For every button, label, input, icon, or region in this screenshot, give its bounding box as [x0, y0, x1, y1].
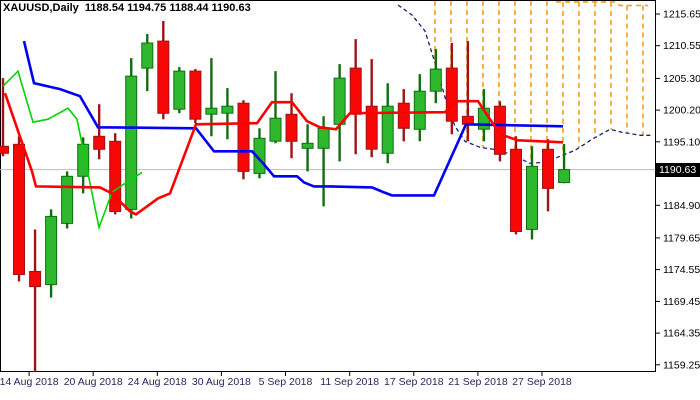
- date-label: 11 Sep 2018: [320, 376, 379, 388]
- senkou-span-b-line: [556, 1, 648, 7]
- candle-body: [558, 169, 571, 184]
- candle-body: [542, 148, 554, 189]
- candle-body: [77, 143, 90, 177]
- candle: [141, 34, 154, 92]
- candle-body: [109, 140, 122, 212]
- candle-body: [93, 135, 106, 150]
- price-label: 1205.30: [663, 73, 700, 85]
- price-label: 1210.55: [663, 40, 700, 52]
- candle: [301, 124, 314, 172]
- candle: [93, 104, 106, 160]
- candle-body: [253, 137, 266, 174]
- candle-body: [333, 77, 346, 125]
- candle-body: [526, 165, 538, 230]
- candle-body: [381, 105, 394, 154]
- date-label: 27 Sep 2018: [512, 376, 572, 388]
- candle: [558, 144, 571, 184]
- price-label: 1164.35: [663, 328, 700, 340]
- date-label: 21 Sep 2018: [448, 376, 508, 388]
- candle-body: [285, 113, 298, 142]
- date-label: 14 Aug 2018: [0, 376, 59, 388]
- candle-body: [365, 105, 378, 150]
- candle-body: [45, 215, 58, 286]
- candle-body: [221, 105, 234, 114]
- candle: [61, 171, 74, 229]
- chikou-span-line: [2, 69, 143, 231]
- candle: [381, 83, 394, 164]
- candle: [365, 59, 378, 158]
- candle: [221, 88, 234, 140]
- candle-body: [205, 107, 218, 115]
- candle: [526, 146, 538, 240]
- candle: [429, 49, 442, 104]
- candle: [125, 58, 138, 219]
- candle-body: [189, 70, 202, 120]
- candle: [157, 21, 170, 120]
- price-label: 1179.65: [663, 232, 700, 244]
- candle: [109, 133, 122, 215]
- candle: [45, 209, 58, 298]
- time-axis[interactable]: 14 Aug 2018 20 Aug 2018 24 Aug 2018 30 Aug …: [0, 372, 572, 388]
- candle-body: [61, 175, 74, 224]
- price-label: 1174.55: [663, 264, 700, 276]
- tenkan-sen-line: [3, 92, 564, 216]
- candle: [285, 93, 298, 159]
- candle-body: [0, 145, 9, 154]
- candle-body: [269, 117, 282, 142]
- price-label: 1159.25: [663, 359, 700, 371]
- price-label: 1169.45: [663, 296, 700, 308]
- date-label: 17 Sep 2018: [384, 376, 444, 388]
- candle-body: [429, 68, 442, 92]
- date-label: 5 Sep 2018: [259, 376, 313, 388]
- candle-body: [317, 127, 330, 149]
- chart-title: XAUUSD,Daily 1188.54 1194.75 1188.44 119…: [3, 2, 251, 14]
- candle: [13, 136, 25, 282]
- candle-body: [397, 102, 410, 129]
- price-label: 1215.65: [663, 9, 700, 21]
- candle-body: [237, 102, 250, 172]
- candle-body: [301, 142, 314, 149]
- candle: [189, 69, 202, 124]
- date-label: 24 Aug 2018: [128, 376, 187, 388]
- candle: [253, 128, 266, 179]
- candle-body: [157, 40, 170, 114]
- candle: [29, 229, 42, 372]
- candle-body: [29, 271, 42, 288]
- candle: [237, 100, 250, 180]
- date-label: 20 Aug 2018: [64, 376, 123, 388]
- candle: [397, 89, 410, 142]
- candle-body: [141, 42, 154, 69]
- candle: [0, 78, 9, 157]
- date-label: 30 Aug 2018: [192, 376, 251, 388]
- candle-body: [13, 143, 25, 275]
- candle: [173, 67, 186, 114]
- candle: [542, 139, 554, 212]
- candle: [269, 71, 282, 144]
- candle-body: [349, 67, 362, 115]
- current-price-tag: 1190.63: [656, 163, 700, 177]
- candle-body: [125, 75, 138, 210]
- price-label: 1195.10: [663, 136, 700, 148]
- kijun-sen-line: [22, 40, 564, 197]
- candle-body: [413, 90, 426, 130]
- candle-body: [445, 67, 458, 122]
- candle: [413, 74, 426, 142]
- price-axis[interactable]: 1215.65 1210.55 1205.30 1200.20 1195.10 1190.…: [656, 9, 700, 372]
- price-label: 1200.20: [663, 105, 700, 117]
- candle-body: [173, 70, 186, 110]
- candle-body: [493, 105, 506, 155]
- candle: [510, 136, 522, 235]
- price-label: 1184.90: [663, 200, 700, 212]
- candle-body: [510, 148, 522, 232]
- candle: [445, 43, 458, 135]
- candle: [493, 101, 506, 162]
